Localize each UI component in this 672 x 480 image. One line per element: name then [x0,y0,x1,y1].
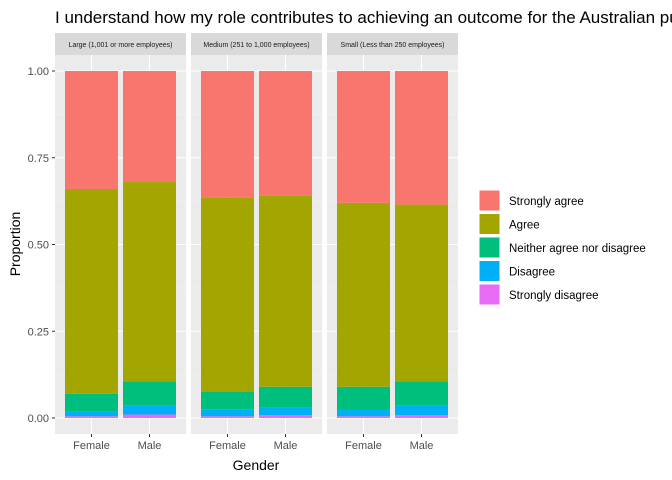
bar-segment [201,71,254,198]
legend-label: Strongly disagree [509,290,599,302]
bar-segment [259,195,312,387]
bar-segment [201,391,254,410]
legend-item: Strongly disagree [478,283,599,306]
chart-title: I understand how my role contributes to … [55,8,672,27]
legend-swatch [478,236,501,259]
bar-segment [395,381,448,406]
bar-segment [65,71,118,189]
bar-segment [395,71,448,205]
bar-segment [65,416,118,418]
x-tick-label: Female [209,440,246,452]
bar-segment [395,405,448,416]
y-tick-label: 0.75 [28,153,49,165]
legend-swatch [478,260,501,282]
bar-segment [337,416,390,418]
bar-segment [201,409,254,417]
legend-item: Neither agree nor disagree [478,236,646,259]
bar-segment [337,71,390,203]
bar-segment [65,393,118,412]
bar-segment [123,414,176,418]
bar-segment [123,182,176,382]
y-axis: 0.00 0.25 0.50 0.75 1.00 [28,66,55,425]
legend-swatch [478,189,501,212]
legend-label: Strongly agree [509,196,584,208]
facet-strip [55,33,186,55]
x-tick-label: Male [138,440,162,452]
x-axis-title: Gender [233,457,280,473]
x-tick-label: Male [410,440,434,452]
facet-panels: Large (1,001 or more employees) Female Mal… [55,33,458,452]
x-tick-label: Female [345,440,382,452]
bar-segment [337,202,390,387]
x-tick-label: Female [73,440,110,452]
bar-segment [259,415,312,418]
bar-segment [395,204,448,382]
legend-label: Agree [509,220,540,232]
bar-segment [259,386,312,408]
bar-segment [65,411,118,417]
x-tick-label: Male [274,440,298,452]
legend-swatch [478,213,501,235]
legend-item: Strongly agree [478,189,584,212]
facet-strip [191,33,322,55]
y-tick-label: 0.50 [28,240,49,252]
bar-segment [123,71,176,183]
bar-segment [123,405,176,415]
y-axis-title: Proportion [7,212,23,277]
bar-segment [337,410,390,417]
facet-strip [327,33,458,55]
legend-label: Disagree [509,267,555,279]
y-tick-label: 0.00 [28,413,49,425]
facet-strip-label: Small (Less than 250 employees) [341,42,445,49]
legend-swatch [478,283,501,306]
y-tick-label: 0.25 [28,326,49,338]
bar-segment [259,407,312,416]
facet-panel: Large (1,001 or more employees) Female Mal… [55,33,186,452]
legend-label: Neither agree nor disagree [509,243,646,255]
bar-segment [337,386,390,411]
facet-strip-label: Medium (251 to 1,000 employees) [203,42,309,49]
legend-item: Agree [478,213,540,235]
bar-segment [201,197,254,392]
facet-strip-label: Large (1,001 or more employees) [69,42,173,49]
legend-item: Disagree [478,260,555,282]
bar-segment [395,415,448,418]
legend: Strongly agree Agree Neither agree nor dis… [478,189,646,306]
bar-segment [65,188,118,394]
bar-segment [123,381,176,406]
y-tick-label: 1.00 [28,66,49,78]
bar-segment [259,71,312,196]
bar-segment [201,416,254,418]
facet-panel: Medium (251 to 1,000 employees) Female Mal… [191,33,322,452]
facet-panel: Small (Less than 250 employees) Female Mal… [327,33,458,452]
